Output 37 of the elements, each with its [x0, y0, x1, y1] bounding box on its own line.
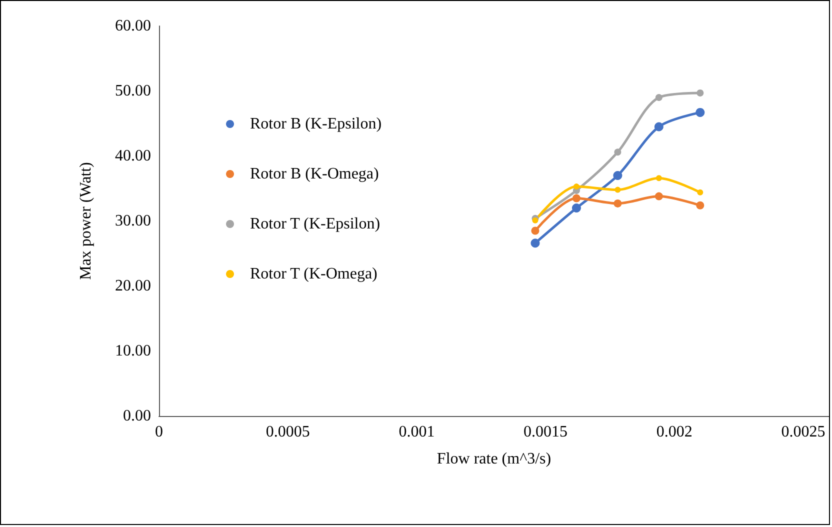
point — [696, 201, 704, 210]
point — [614, 148, 622, 156]
point — [696, 89, 704, 96]
x-tick-label: 0 — [155, 424, 163, 440]
point — [614, 199, 622, 208]
point — [572, 194, 580, 202]
point — [531, 226, 540, 235]
x-tick-label: 0.0005 — [266, 424, 310, 440]
point — [572, 204, 581, 212]
y-tick-label: 10.00 — [115, 342, 151, 360]
point — [654, 122, 664, 132]
legend-label: Rotor B (K-Epsilon) — [250, 116, 382, 132]
y-tick-label: 60.00 — [115, 18, 151, 34]
legend-label: Rotor T (K-Epsilon) — [250, 216, 380, 232]
y-axis-title: Max power (Watt) — [78, 162, 94, 280]
y-tick-label: 40.00 — [115, 148, 151, 164]
x-axis-title: Flow rate (m^3/s) — [436, 450, 552, 468]
point — [654, 192, 663, 200]
y-tick-label: 20.00 — [115, 278, 151, 294]
x-tick-label: 0.001 — [398, 424, 435, 440]
point — [614, 186, 621, 193]
point — [655, 94, 662, 101]
y-tick-label: 0.00 — [123, 408, 151, 424]
y-tick-label: 50.00 — [115, 82, 151, 100]
x-tick-label: 0.0025 — [781, 424, 826, 440]
legend-label: Rotor T (K-Omega) — [250, 266, 378, 282]
point — [696, 108, 705, 117]
x-tick-label: 0.002 — [656, 424, 692, 440]
point — [697, 189, 704, 196]
y-tick-label: 30.00 — [115, 212, 151, 230]
point — [613, 171, 622, 180]
point — [530, 238, 540, 248]
legend-label: Rotor B (K-Omega) — [250, 166, 379, 182]
point — [656, 175, 662, 182]
x-tick-label: 0.0015 — [524, 424, 568, 440]
point — [532, 217, 538, 224]
point — [573, 184, 580, 190]
